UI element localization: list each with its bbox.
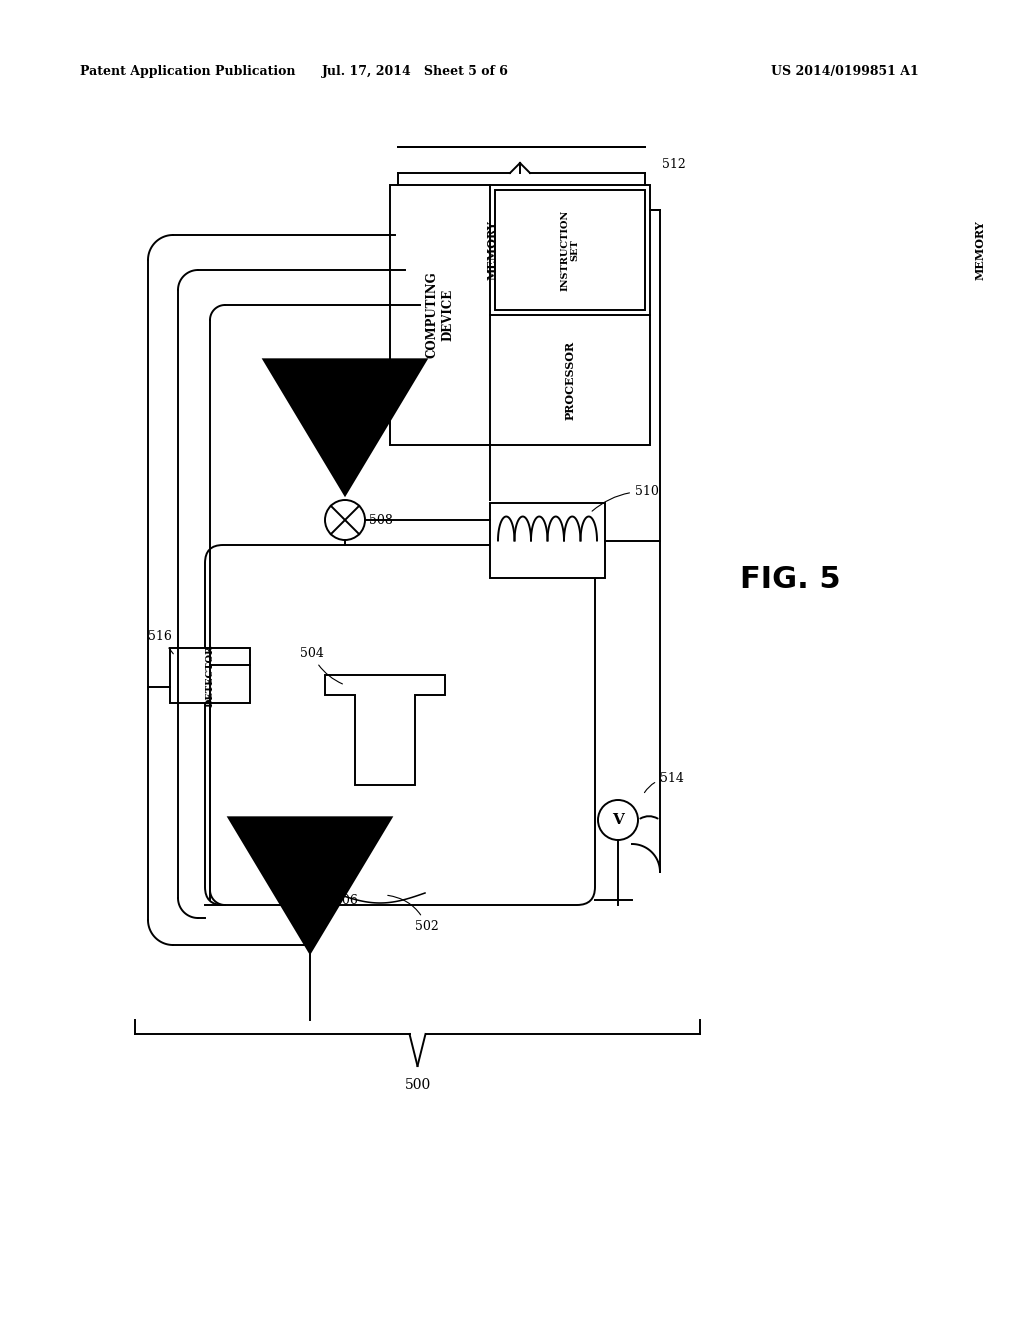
Polygon shape [325, 675, 445, 785]
Circle shape [290, 880, 330, 920]
Text: FIG. 5: FIG. 5 [739, 565, 841, 594]
Polygon shape [390, 185, 650, 445]
Text: 500: 500 [404, 1078, 431, 1092]
Polygon shape [490, 503, 605, 578]
Text: INSTRUCTION
SET: INSTRUCTION SET [560, 210, 580, 290]
Text: Patent Application Publication: Patent Application Publication [80, 66, 296, 78]
Text: V: V [612, 813, 624, 828]
Polygon shape [170, 648, 250, 704]
Text: 508: 508 [369, 513, 393, 527]
Text: US 2014/0199851 A1: US 2014/0199851 A1 [771, 66, 919, 78]
Text: 514: 514 [644, 772, 684, 792]
Text: 502: 502 [388, 895, 438, 933]
Circle shape [598, 800, 638, 840]
Text: 504: 504 [300, 647, 342, 684]
Text: 516: 516 [148, 630, 173, 653]
Text: 510: 510 [592, 484, 658, 511]
Circle shape [325, 500, 365, 540]
Text: PROCESSOR: PROCESSOR [564, 341, 575, 420]
Text: COMPUTING
DEVICE: COMPUTING DEVICE [426, 272, 454, 358]
Text: 512: 512 [662, 158, 686, 172]
Text: 506: 506 [334, 894, 357, 907]
Text: DETECTOR: DETECTOR [206, 644, 214, 706]
FancyBboxPatch shape [205, 545, 595, 906]
Text: MEMORY: MEMORY [975, 220, 985, 280]
Text: MEMORY: MEMORY [487, 220, 498, 280]
Text: Jul. 17, 2014   Sheet 5 of 6: Jul. 17, 2014 Sheet 5 of 6 [322, 66, 509, 78]
